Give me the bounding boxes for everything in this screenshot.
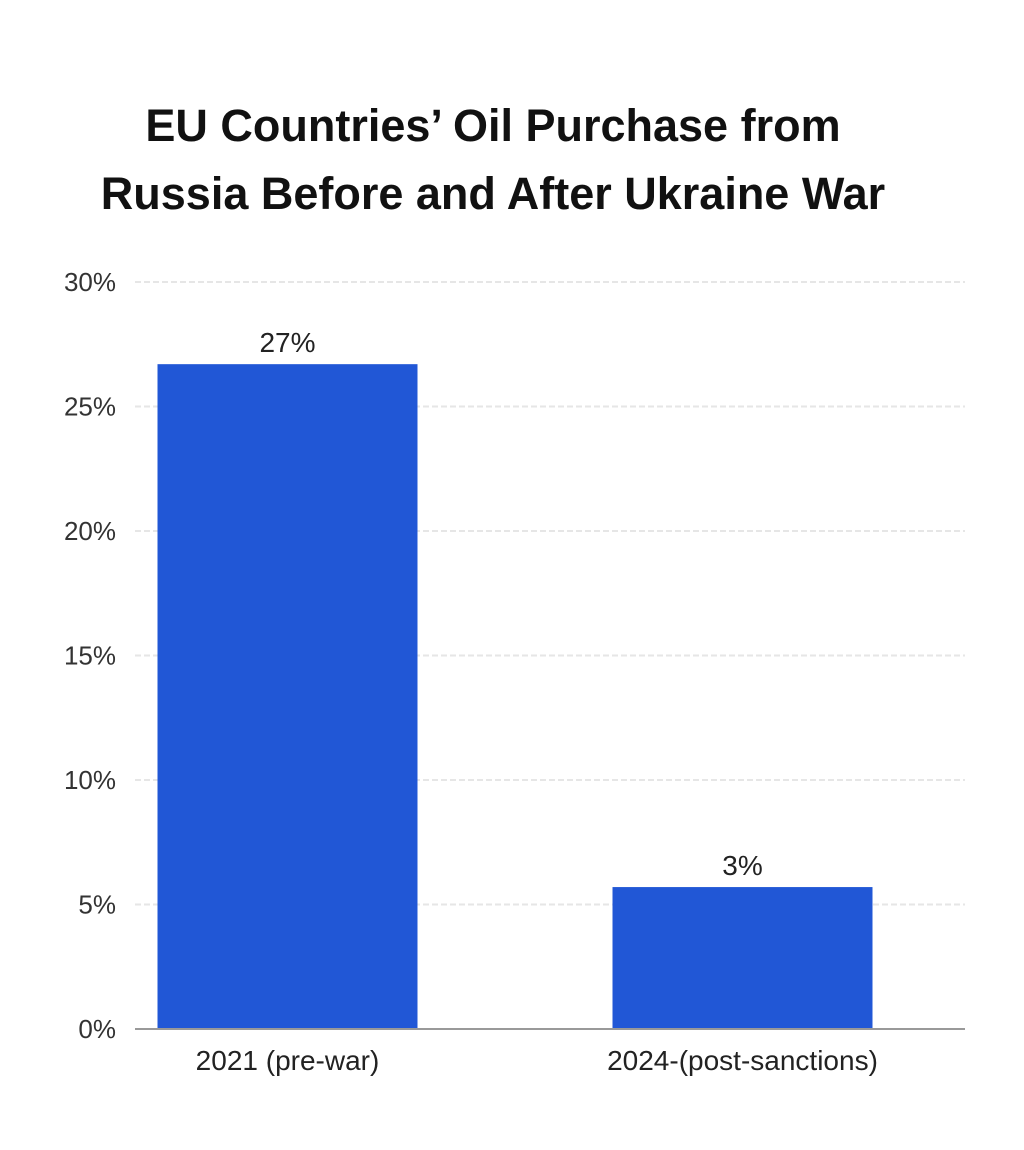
chart-title-line-2: Russia Before and After Ukraine War — [100, 168, 886, 219]
bar — [612, 887, 873, 1029]
y-tick-label: 30% — [64, 267, 116, 297]
data-label: 3% — [722, 850, 762, 881]
chart-title-line-1: EU Countries’ Oil Purchase from — [145, 100, 841, 151]
y-tick-label: 5% — [78, 890, 116, 920]
y-tick-label: 15% — [64, 641, 116, 671]
y-tick-label: 25% — [64, 392, 116, 422]
chart-title: EU Countries’ Oil Purchase from Russia B… — [0, 92, 986, 228]
y-tick-label: 0% — [78, 1014, 116, 1044]
y-tick-label: 20% — [64, 516, 116, 546]
y-tick-label: 10% — [64, 765, 116, 795]
bar — [157, 364, 418, 1029]
x-tick-label: 2021 (pre-war) — [196, 1045, 380, 1076]
x-tick-label: 2024-(post-sanctions) — [607, 1045, 878, 1076]
data-label: 27% — [259, 327, 315, 358]
